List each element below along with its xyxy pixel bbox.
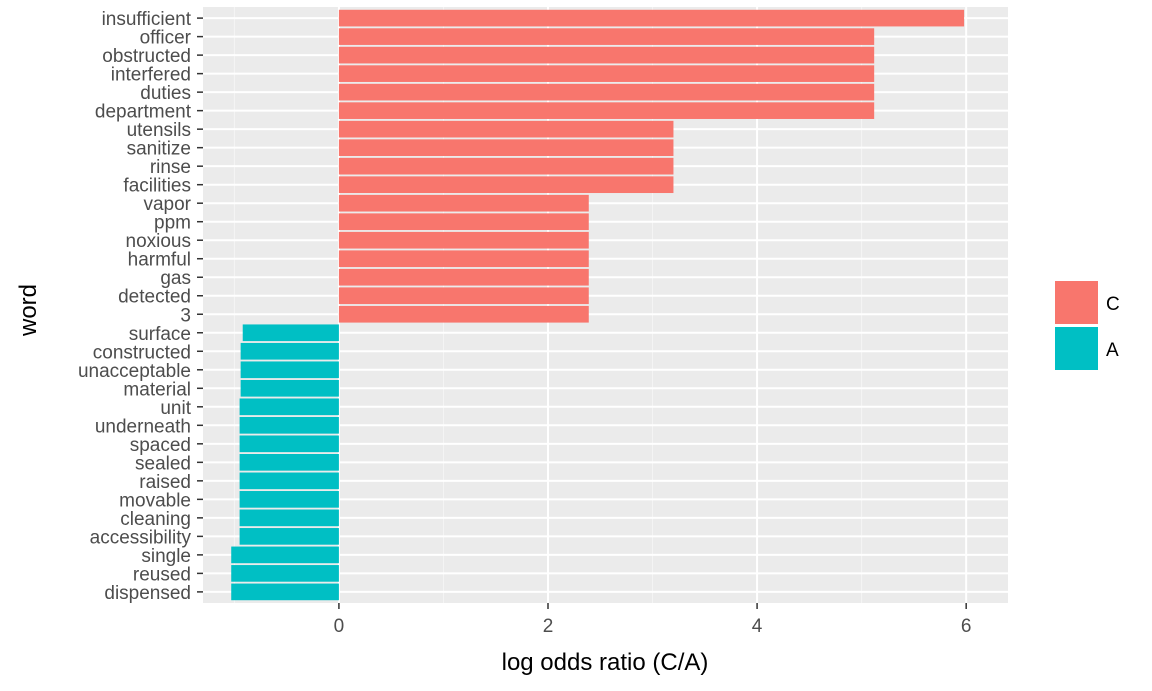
bar-ppm bbox=[338, 213, 589, 231]
bar-movable bbox=[239, 491, 339, 508]
bar-interfered bbox=[338, 65, 875, 82]
y-tick-label: movable bbox=[119, 490, 191, 511]
bar-constructed bbox=[240, 342, 339, 360]
y-tick-label: unit bbox=[160, 398, 191, 419]
bar-obstructed bbox=[338, 46, 875, 64]
x-tick-label: 6 bbox=[961, 616, 972, 637]
y-tick-label: cleaning bbox=[120, 509, 191, 530]
bar-sealed bbox=[239, 454, 339, 471]
legend-key-A bbox=[1055, 327, 1098, 370]
bar-sanitize bbox=[338, 139, 674, 156]
y-tick-label: spaced bbox=[130, 435, 191, 456]
y-tick-label: accessibility bbox=[90, 527, 192, 548]
bar-reused bbox=[231, 565, 339, 582]
y-tick-label: officer bbox=[140, 28, 192, 49]
y-tick-label: single bbox=[141, 546, 191, 567]
bar-unacceptable bbox=[240, 361, 339, 379]
y-tick-label: utensils bbox=[127, 120, 191, 141]
bar-single bbox=[231, 546, 339, 564]
bar-spaced bbox=[239, 435, 339, 453]
y-tick-label: obstructed bbox=[102, 46, 191, 67]
bar-harmful bbox=[338, 250, 589, 268]
bar-detected bbox=[338, 287, 589, 305]
bar-officer bbox=[338, 28, 875, 45]
x-tick-label: 2 bbox=[543, 616, 554, 637]
y-tick-label: dispensed bbox=[104, 583, 191, 604]
y-tick-label: gas bbox=[160, 268, 191, 289]
y-tick-label: underneath bbox=[95, 416, 191, 437]
bar-surface bbox=[242, 324, 339, 342]
y-tick-label: harmful bbox=[128, 250, 191, 271]
bar-duties bbox=[338, 83, 875, 101]
bar-cleaning bbox=[239, 509, 339, 527]
y-axis: insufficientofficerobstructedinterferedd… bbox=[78, 9, 203, 604]
bar-dispensed bbox=[231, 583, 339, 601]
bar-underneath bbox=[239, 416, 339, 434]
bar-rinse bbox=[338, 157, 674, 175]
y-tick-label: constructed bbox=[93, 342, 191, 363]
y-tick-label: raised bbox=[139, 472, 191, 493]
legend-key-C bbox=[1055, 281, 1098, 324]
y-tick-label: insufficient bbox=[102, 9, 192, 30]
y-tick-label: surface bbox=[129, 324, 191, 345]
y-tick-label: interfered bbox=[111, 65, 191, 86]
y-tick-label: detected bbox=[118, 287, 191, 308]
y-tick-label: duties bbox=[140, 83, 191, 104]
legend-label-C: C bbox=[1106, 294, 1120, 315]
y-tick-label: 3 bbox=[180, 305, 191, 326]
bar-3 bbox=[338, 305, 589, 323]
bar-insufficient bbox=[338, 9, 965, 27]
y-axis-title: word bbox=[15, 284, 42, 337]
bar-unit bbox=[239, 398, 339, 416]
y-tick-label: ppm bbox=[154, 213, 191, 234]
y-tick-label: reused bbox=[133, 564, 191, 585]
bar-vapor bbox=[338, 194, 589, 212]
bar-facilities bbox=[338, 176, 674, 194]
y-tick-label: sanitize bbox=[127, 139, 191, 160]
bar-noxious bbox=[338, 231, 589, 249]
bars bbox=[231, 9, 965, 601]
bar-material bbox=[240, 379, 339, 397]
bar-utensils bbox=[338, 120, 674, 138]
y-tick-label: unacceptable bbox=[78, 361, 191, 382]
y-tick-label: facilities bbox=[123, 176, 191, 197]
x-tick-label: 4 bbox=[752, 616, 763, 637]
legend-label-A: A bbox=[1106, 340, 1119, 361]
y-tick-label: vapor bbox=[143, 194, 191, 215]
y-tick-label: sealed bbox=[135, 453, 191, 474]
y-tick-label: department bbox=[95, 102, 192, 123]
x-tick-label: 0 bbox=[334, 616, 345, 637]
y-tick-label: rinse bbox=[150, 157, 191, 178]
x-axis: 0 2 4 6 bbox=[334, 603, 972, 637]
y-tick-label: noxious bbox=[126, 231, 192, 252]
bar-raised bbox=[239, 472, 339, 490]
bar-department bbox=[338, 102, 875, 119]
bar-accessibility bbox=[239, 528, 339, 545]
legend: CA bbox=[1055, 281, 1120, 370]
y-tick-label: material bbox=[123, 379, 191, 400]
x-axis-title: log odds ratio (C/A) bbox=[502, 649, 709, 676]
bar-gas bbox=[338, 268, 589, 286]
